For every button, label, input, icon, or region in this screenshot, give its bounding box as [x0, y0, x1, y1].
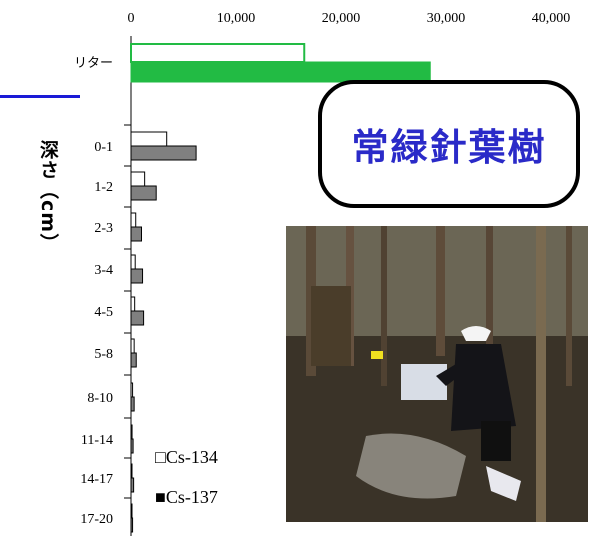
bar-cs137: [130, 145, 197, 161]
bar-cs134: [130, 171, 146, 187]
legend-cs137-label: ■Cs-137: [155, 487, 218, 507]
bar-cs134: [130, 463, 133, 479]
accent-line: [0, 95, 80, 98]
bar-cs134: [130, 296, 136, 312]
y-axis-label: 深さ（cm）: [37, 140, 59, 254]
x-tick-label: 30,000: [427, 11, 466, 26]
sample-board: [401, 364, 447, 400]
bar-cs137: [130, 185, 157, 201]
bar-cs137: [130, 396, 135, 412]
bar-cs134: [130, 212, 137, 228]
category-label: 2-3: [94, 221, 113, 236]
x-axis-ticks: 0 10,000 20,000 30,000 40,000: [128, 11, 571, 26]
y-axis-tick-marks: [124, 124, 131, 499]
bar-cs137: [130, 517, 134, 533]
category-label: 3-4: [94, 263, 113, 278]
x-tick-label: 10,000: [217, 11, 256, 26]
category-label: 17-20: [80, 512, 113, 527]
legend-cs134: □Cs-134: [155, 447, 218, 468]
legend-cs134-label: □Cs-134: [155, 447, 218, 467]
bar-cs134: [130, 338, 135, 354]
x-tick-label: 0: [128, 11, 135, 26]
bar-cs137: [130, 438, 134, 454]
helmet: [461, 326, 491, 341]
legend-cs137: ■Cs-137: [155, 487, 218, 508]
bar-cs134: [130, 131, 168, 147]
bar-cs137: [130, 477, 135, 493]
category-label: 14-17: [80, 472, 113, 487]
bar-cs137: [130, 352, 137, 368]
forest-photo-illustration: [286, 226, 588, 522]
tree-type-badge: 常緑針葉樹: [318, 80, 580, 208]
bar-cs137: [130, 61, 431, 83]
category-label: 5-8: [94, 347, 113, 362]
bar-cs134: [130, 503, 133, 519]
category-label: 1-2: [94, 180, 113, 195]
bars-group: [130, 43, 431, 533]
bar-cs137: [130, 226, 142, 242]
bar-cs134: [130, 43, 306, 63]
category-labels: リター 0-1 1-2 2-3 3-4 4-5 5-8 8-10 11-14 14-17 17-20: [74, 56, 113, 527]
category-label: リター: [74, 56, 113, 71]
bar-cs134: [130, 382, 134, 398]
bar-cs137: [130, 268, 144, 284]
category-label: 8-10: [87, 391, 113, 406]
bar-cs134: [130, 424, 133, 440]
category-label: 11-14: [81, 433, 113, 448]
forest-photo: [286, 226, 588, 522]
x-tick-label: 40,000: [532, 11, 571, 26]
badge-text: 常緑針葉樹: [351, 126, 547, 169]
bar-cs137: [130, 310, 145, 326]
bar-cs134: [130, 254, 136, 270]
x-tick-label: 20,000: [322, 11, 361, 26]
category-label: 0-1: [94, 140, 113, 155]
category-label: 4-5: [94, 305, 113, 320]
